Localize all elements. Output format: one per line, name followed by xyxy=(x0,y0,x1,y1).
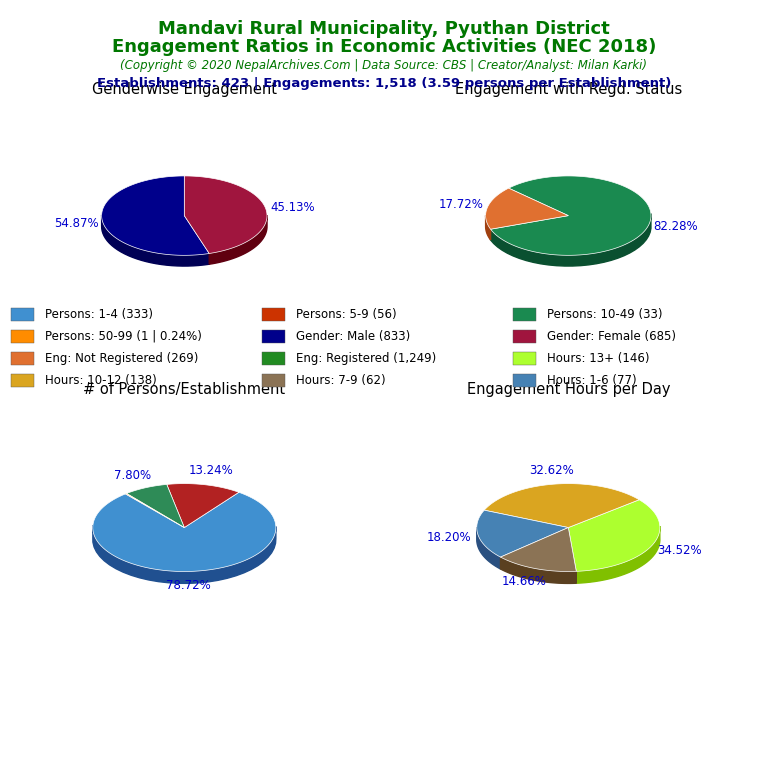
Text: 14.66%: 14.66% xyxy=(502,575,547,588)
Polygon shape xyxy=(477,510,568,557)
Text: 13.24%: 13.24% xyxy=(189,465,233,478)
Bar xyxy=(12,330,34,343)
Polygon shape xyxy=(125,494,184,528)
Text: Engagement Ratios in Economic Activities (NEC 2018): Engagement Ratios in Economic Activities… xyxy=(112,38,656,56)
Text: 34.52%: 34.52% xyxy=(657,544,702,557)
Polygon shape xyxy=(209,215,267,264)
Title: Genderwise Engagement: Genderwise Engagement xyxy=(92,82,276,98)
Polygon shape xyxy=(491,176,651,255)
Text: Hours: 10-12 (138): Hours: 10-12 (138) xyxy=(45,374,157,387)
Bar xyxy=(12,374,34,387)
Bar xyxy=(513,374,536,387)
Bar xyxy=(263,374,285,387)
Polygon shape xyxy=(167,484,239,528)
Polygon shape xyxy=(491,214,651,266)
Bar xyxy=(513,308,536,321)
Polygon shape xyxy=(93,492,276,571)
Bar xyxy=(513,352,536,366)
Text: Persons: 5-9 (56): Persons: 5-9 (56) xyxy=(296,308,397,321)
Ellipse shape xyxy=(485,187,651,266)
Text: Gender: Female (685): Gender: Female (685) xyxy=(547,330,676,343)
Text: 78.72%: 78.72% xyxy=(166,579,210,592)
Bar xyxy=(263,352,285,366)
Text: Hours: 1-6 (77): Hours: 1-6 (77) xyxy=(547,374,637,387)
Text: 45.13%: 45.13% xyxy=(270,201,315,214)
Text: 54.87%: 54.87% xyxy=(54,217,99,230)
Text: Eng: Registered (1,249): Eng: Registered (1,249) xyxy=(296,352,436,365)
Text: Persons: 1-4 (333): Persons: 1-4 (333) xyxy=(45,308,154,321)
Polygon shape xyxy=(501,528,576,571)
Ellipse shape xyxy=(477,495,660,584)
Polygon shape xyxy=(568,500,660,571)
Text: Eng: Not Registered (269): Eng: Not Registered (269) xyxy=(45,352,199,365)
Bar xyxy=(513,330,536,343)
Text: Persons: 50-99 (1 | 0.24%): Persons: 50-99 (1 | 0.24%) xyxy=(45,330,202,343)
Text: 32.62%: 32.62% xyxy=(529,464,574,477)
Ellipse shape xyxy=(93,495,276,584)
Text: 17.72%: 17.72% xyxy=(439,198,484,211)
Text: Persons: 10-49 (33): Persons: 10-49 (33) xyxy=(547,308,663,321)
Text: Mandavi Rural Municipality, Pyuthan District: Mandavi Rural Municipality, Pyuthan Dist… xyxy=(158,20,610,38)
Title: # of Persons/Establishment: # of Persons/Establishment xyxy=(83,382,286,397)
Text: Establishments: 423 | Engagements: 1,518 (3.59 persons per Establishment): Establishments: 423 | Engagements: 1,518… xyxy=(97,77,671,90)
Text: Hours: 13+ (146): Hours: 13+ (146) xyxy=(547,352,650,365)
Bar xyxy=(12,308,34,321)
Polygon shape xyxy=(93,525,276,584)
Text: Hours: 7-9 (62): Hours: 7-9 (62) xyxy=(296,374,386,387)
Polygon shape xyxy=(184,176,267,253)
Title: Engagement Hours per Day: Engagement Hours per Day xyxy=(467,382,670,397)
Polygon shape xyxy=(101,176,209,255)
Text: Gender: Male (833): Gender: Male (833) xyxy=(296,330,410,343)
Bar xyxy=(263,330,285,343)
Text: 18.20%: 18.20% xyxy=(427,531,472,544)
Polygon shape xyxy=(101,215,209,266)
Polygon shape xyxy=(576,526,660,583)
Ellipse shape xyxy=(101,187,267,266)
Bar xyxy=(263,308,285,321)
Text: 7.80%: 7.80% xyxy=(114,468,151,482)
Bar xyxy=(12,352,34,366)
Polygon shape xyxy=(484,484,639,528)
Polygon shape xyxy=(127,485,184,528)
Polygon shape xyxy=(501,557,576,584)
Polygon shape xyxy=(485,216,491,240)
Text: 82.28%: 82.28% xyxy=(653,220,697,233)
Polygon shape xyxy=(477,528,501,569)
Title: Engagement with Regd. Status: Engagement with Regd. Status xyxy=(455,82,682,98)
Polygon shape xyxy=(485,188,568,229)
Text: (Copyright © 2020 NepalArchives.Com | Data Source: CBS | Creator/Analyst: Milan : (Copyright © 2020 NepalArchives.Com | Da… xyxy=(121,59,647,72)
